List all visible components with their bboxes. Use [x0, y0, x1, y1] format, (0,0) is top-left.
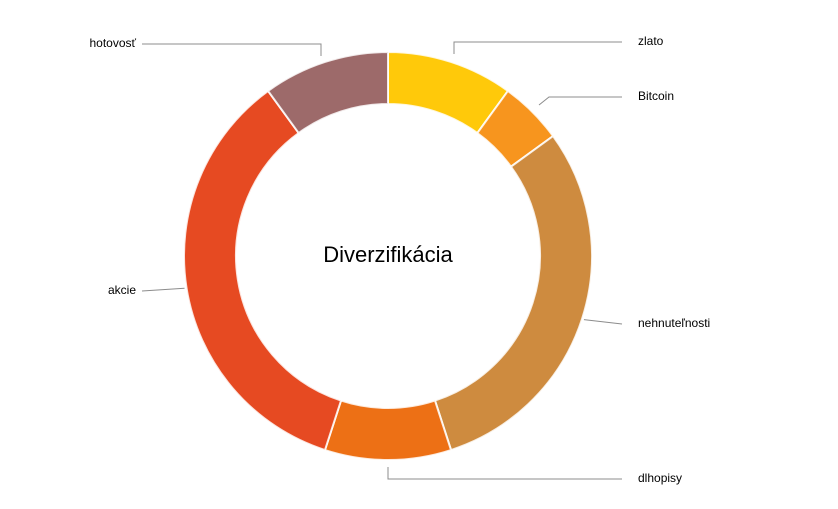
leader-line-dlhopisy [387, 467, 622, 480]
leader-lines-layer [141, 41, 623, 480]
slice-nehnutelnosti [433, 134, 593, 452]
leader-line-bitcoin [538, 96, 622, 106]
leader-line-zlato [453, 41, 622, 54]
slice-hotovost [266, 50, 389, 135]
slice-label-zlato: zlato [638, 34, 664, 48]
labels-layer: zlato Bitcoin nehnuteľnosti dlhopisy akcie ho… [89, 34, 710, 485]
slice-label-bitcoin: Bitcoin [638, 89, 674, 103]
leader-line-nehnutelnosti [583, 319, 623, 325]
chart-title: Diverzifikácia [323, 242, 453, 267]
slice-akcie [183, 89, 343, 452]
slice-label-dlhopisy: dlhopisy [638, 471, 682, 485]
leader-line-akcie [141, 287, 185, 292]
slice-label-nehnutelnosti: nehnuteľnosti [638, 316, 710, 330]
slice-label-hotovost: hotovosť [89, 36, 136, 50]
slice-dlhopisy [323, 399, 453, 461]
slices-layer [183, 50, 593, 461]
slice-label-akcie: akcie [108, 283, 136, 297]
leader-line-hotovost [142, 43, 322, 56]
